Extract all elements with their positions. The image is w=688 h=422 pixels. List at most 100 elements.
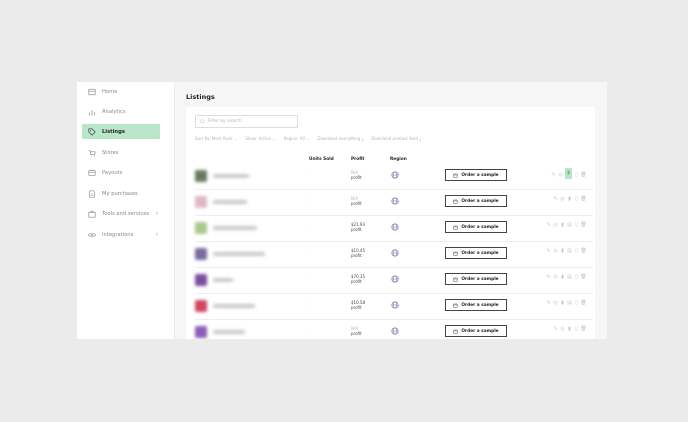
copy-icon[interactable]: ▯ [575, 171, 578, 178]
profit-amount: $21.93 [351, 222, 365, 227]
delete-icon[interactable]: 🗑 [580, 274, 587, 280]
box-icon [453, 173, 458, 177]
product-name[interactable] [213, 278, 233, 282]
stats-icon[interactable]: ▮ [568, 196, 571, 202]
product-name[interactable] [213, 330, 245, 334]
edit-icon[interactable]: ✎ [551, 171, 556, 178]
globe-icon[interactable] [391, 171, 399, 179]
stats-icon[interactable]: ▮ [565, 168, 572, 179]
order-sample-button[interactable]: Order a sample [445, 247, 507, 259]
sidebar-item-tools-and-services[interactable]: Tools and services › [82, 206, 160, 221]
edit-icon[interactable]: ✎ [553, 196, 558, 202]
stats-icon[interactable]: ▮ [561, 274, 564, 280]
product-name[interactable] [213, 174, 249, 178]
mail-icon[interactable]: ▤ [567, 274, 572, 280]
profit-label: profit [351, 253, 362, 258]
view-icon[interactable]: ◎ [553, 222, 558, 228]
sidebar-item-analytics[interactable]: Analytics [82, 104, 160, 119]
units-sold-value: – [309, 172, 312, 177]
globe-icon[interactable] [391, 197, 399, 205]
delete-icon[interactable]: 🗑 [580, 300, 587, 306]
view-icon[interactable]: ◎ [560, 196, 565, 202]
order-sample-button[interactable]: Order a sample [445, 169, 507, 181]
column-header-region[interactable]: Region [390, 157, 407, 162]
mail-icon[interactable]: ▤ [567, 248, 572, 254]
copy-icon[interactable]: ▯ [575, 222, 578, 228]
order-sample-label: Order a sample [461, 250, 499, 256]
profit-value: $70.35 profit [351, 274, 365, 284]
view-icon[interactable]: ◎ [553, 248, 558, 254]
sort-label: Sort By: Most Rank [195, 136, 233, 141]
product-name[interactable] [213, 304, 255, 308]
search-input[interactable]: Filter by search [195, 115, 298, 128]
view-icon[interactable]: ◎ [553, 274, 558, 280]
view-icon[interactable]: ◎ [560, 326, 565, 332]
view-icon[interactable]: ◎ [558, 171, 563, 178]
column-header-units-sold[interactable]: Units Sold [309, 157, 334, 162]
sidebar-item-my-purchases[interactable]: My purchases [82, 186, 160, 201]
product-thumbnail[interactable] [195, 248, 207, 260]
region-label: Region: All [283, 136, 305, 141]
table-row: – $10.58 profit Order a sample ✎ ◎ ▮ ▤ ▯ 🗑 [195, 294, 593, 320]
download-feed-label: Download product feed [371, 136, 419, 141]
download-everything-link[interactable]: Download everything ⤓ [318, 136, 364, 141]
sidebar-item-listings[interactable]: Listings [82, 124, 160, 139]
product-thumbnail[interactable] [195, 274, 207, 286]
edit-icon[interactable]: ✎ [546, 248, 551, 254]
sidebar-item-stores[interactable]: Stores [82, 145, 160, 160]
delete-icon[interactable]: 🗑 [580, 326, 587, 332]
column-header-profit[interactable]: Profit [351, 157, 365, 162]
sidebar-item-payouts[interactable]: Payouts [82, 165, 160, 180]
delete-icon[interactable]: 🗑 [580, 171, 587, 178]
sort-dropdown[interactable]: Sort By: Most Rank ⌄ [195, 136, 237, 141]
globe-icon[interactable] [391, 327, 399, 335]
copy-icon[interactable]: ▯ [575, 326, 578, 332]
stats-icon[interactable]: ▮ [561, 222, 564, 228]
product-thumbnail[interactable] [195, 222, 207, 234]
show-dropdown[interactable]: Show: Active ⌄ [245, 136, 275, 141]
copy-icon[interactable]: ▯ [575, 248, 578, 254]
region-dropdown[interactable]: Region: All ⌄ [284, 136, 310, 141]
order-sample-button[interactable]: Order a sample [445, 221, 507, 233]
units-sold-value: – [309, 224, 312, 229]
delete-icon[interactable]: 🗑 [580, 248, 587, 254]
mail-icon[interactable]: ▤ [567, 300, 572, 306]
product-name[interactable] [213, 200, 247, 204]
product-name[interactable] [213, 226, 257, 230]
stats-icon[interactable]: ▮ [561, 300, 564, 306]
copy-icon[interactable]: ▯ [575, 300, 578, 306]
stats-icon[interactable]: ▮ [568, 326, 571, 332]
edit-icon[interactable]: ✎ [546, 222, 551, 228]
copy-icon[interactable]: ▯ [575, 274, 578, 280]
product-thumbnail[interactable] [195, 300, 207, 312]
edit-icon[interactable]: ✎ [546, 300, 551, 306]
product-name[interactable] [213, 252, 265, 256]
globe-icon[interactable] [391, 249, 399, 257]
order-sample-button[interactable]: Order a sample [445, 273, 507, 285]
sidebar-item-integrations[interactable]: Integrations › [82, 227, 160, 242]
mail-icon[interactable]: ▤ [567, 222, 572, 228]
delete-icon[interactable]: 🗑 [580, 196, 587, 202]
delete-icon[interactable]: 🗑 [580, 222, 587, 228]
profit-value: $10.58 profit [351, 300, 365, 310]
view-icon[interactable]: ◎ [553, 300, 558, 306]
globe-icon[interactable] [391, 223, 399, 231]
row-actions: ✎ ◎ ▮ ▯ 🗑 [553, 197, 586, 202]
globe-icon[interactable] [391, 275, 399, 283]
product-thumbnail[interactable] [195, 170, 207, 182]
product-thumbnail[interactable] [195, 196, 207, 208]
box-icon [453, 251, 458, 255]
order-sample-button[interactable]: Order a sample [445, 195, 507, 207]
order-sample-button[interactable]: Order a sample [445, 299, 507, 311]
order-sample-button[interactable]: Order a sample [445, 325, 507, 337]
download-product-feed-link[interactable]: Download product feed ⤓ [371, 136, 421, 141]
edit-icon[interactable]: ✎ [553, 326, 558, 332]
sidebar-item-label: Tools and services [102, 210, 150, 217]
edit-icon[interactable]: ✎ [546, 274, 551, 280]
product-thumbnail[interactable] [195, 326, 207, 338]
sidebar-item-home[interactable]: Home [82, 84, 160, 99]
copy-icon[interactable]: ▯ [575, 196, 578, 202]
globe-icon[interactable] [391, 301, 399, 309]
units-sold-value: – [309, 328, 312, 333]
stats-icon[interactable]: ▮ [561, 248, 564, 254]
